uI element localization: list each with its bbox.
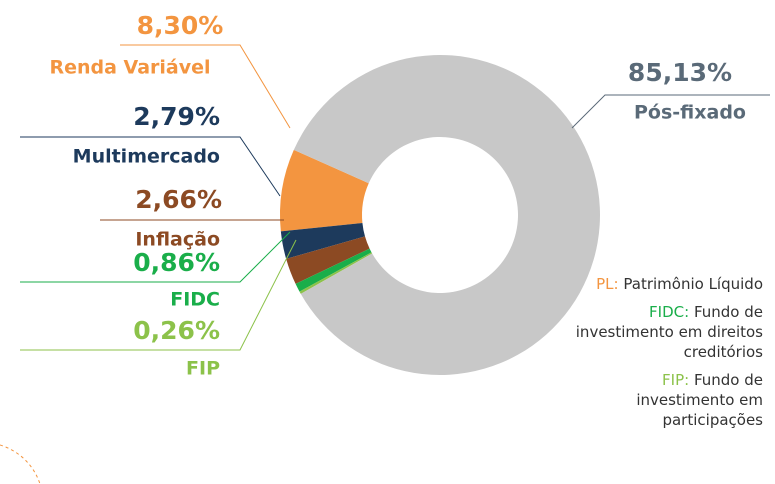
note-term: FIDC: — [649, 303, 690, 321]
value-label: 2,66% — [135, 185, 222, 214]
category-label: Inflação — [135, 229, 220, 251]
category-label: Pós-fixado — [634, 102, 746, 124]
note-term: FIP: — [662, 371, 690, 389]
category-label: FIDC — [170, 289, 220, 311]
slice — [299, 252, 373, 294]
value-label: 2,79% — [133, 102, 220, 131]
slice — [293, 55, 600, 376]
note-definition: Patrimônio Líquido — [623, 275, 763, 293]
note: PL: Patrimônio Líquido — [563, 274, 763, 294]
note: FIP: Fundo de investimento em participaç… — [563, 370, 763, 430]
value-label: 85,13% — [628, 58, 732, 87]
leader — [120, 44, 291, 129]
leader — [20, 136, 281, 197]
slice — [280, 149, 369, 232]
note-definition: Fundo de investimento em direitos credit… — [575, 303, 763, 361]
category-label: FIP — [186, 358, 220, 380]
leader — [20, 231, 291, 283]
category-label: Renda Variável — [49, 57, 210, 79]
value-label: 8,30% — [137, 11, 224, 40]
note: FIDC: Fundo de investimento em direitos … — [563, 302, 763, 362]
leader — [20, 239, 297, 351]
slice — [280, 222, 365, 259]
value-label: 0,86% — [133, 248, 220, 277]
leader — [571, 94, 770, 129]
slice — [295, 248, 372, 292]
decor — [0, 444, 41, 484]
note-definition: Fundo de investimento em participações — [636, 371, 763, 429]
glossary: PL: Patrimônio Líquido FIDC: Fundo de inv… — [563, 274, 763, 438]
value-label: 0,26% — [133, 316, 220, 345]
note-term: PL: — [596, 275, 619, 293]
category-label: Multimercado — [73, 146, 220, 168]
slice — [286, 236, 370, 284]
